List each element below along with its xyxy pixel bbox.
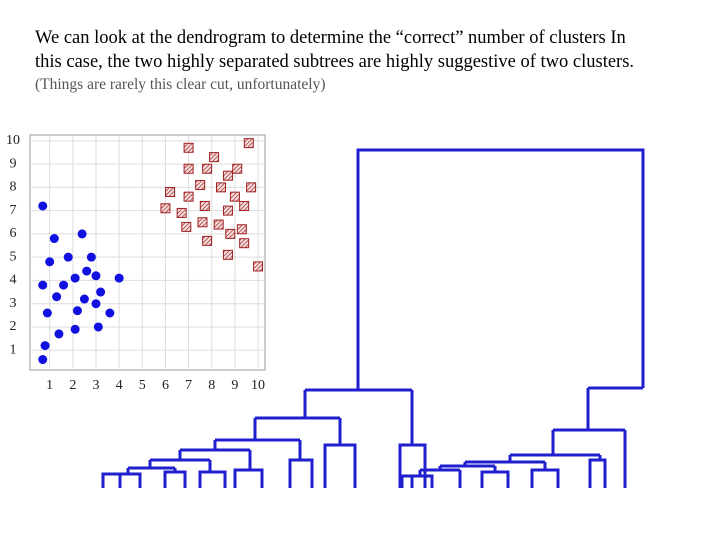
point xyxy=(79,294,89,304)
x-tick-label: 4 xyxy=(116,378,123,393)
y-tick-label: 2 xyxy=(10,319,17,334)
y-tick-label: 4 xyxy=(10,273,17,288)
point xyxy=(239,238,250,249)
point xyxy=(195,180,206,191)
point xyxy=(70,273,80,283)
point xyxy=(225,228,236,239)
x-tick-label: 5 xyxy=(139,378,146,393)
point xyxy=(59,280,69,290)
point xyxy=(197,217,208,228)
y-tick-label: 5 xyxy=(10,249,17,264)
x-tick-label: 10 xyxy=(251,378,265,393)
point xyxy=(222,205,233,216)
point xyxy=(209,152,220,163)
x-tick-label: 3 xyxy=(92,378,99,393)
point xyxy=(91,299,101,309)
x-tick-label: 7 xyxy=(185,378,192,393)
point xyxy=(72,306,82,316)
point xyxy=(239,200,250,211)
point xyxy=(202,235,213,246)
point xyxy=(70,324,80,334)
x-tick-label: 8 xyxy=(208,378,215,393)
plot-frame xyxy=(29,134,266,371)
point xyxy=(243,138,254,149)
point xyxy=(63,252,73,262)
point xyxy=(93,322,103,332)
point xyxy=(38,201,48,211)
note: (Things are rarely this clear cut, unfor… xyxy=(35,76,326,93)
x-tick-label: 1 xyxy=(46,378,53,393)
point xyxy=(77,229,87,239)
y-tick-label: 3 xyxy=(10,296,17,311)
point xyxy=(52,292,62,302)
point xyxy=(160,203,171,214)
point xyxy=(222,249,233,260)
point xyxy=(183,191,194,202)
point xyxy=(54,329,64,339)
paragraph-line: this case, the two highly separated subt… xyxy=(35,52,635,72)
point xyxy=(38,355,48,365)
x-tick-label: 9 xyxy=(231,378,238,393)
point xyxy=(183,142,194,153)
x-tick-label: 2 xyxy=(69,378,76,393)
point xyxy=(246,182,257,193)
point xyxy=(42,308,52,318)
point xyxy=(86,252,96,262)
point xyxy=(222,170,233,181)
x-tick-label: 6 xyxy=(162,378,169,393)
point xyxy=(181,221,192,232)
point xyxy=(49,234,59,244)
point xyxy=(96,287,106,297)
y-tick-label: 1 xyxy=(10,342,17,357)
point xyxy=(253,261,264,272)
point xyxy=(183,163,194,174)
point xyxy=(105,308,115,318)
point xyxy=(45,257,55,267)
point xyxy=(236,224,247,235)
point xyxy=(213,219,224,230)
point xyxy=(91,271,101,281)
y-tick-label: 7 xyxy=(10,203,17,218)
point xyxy=(202,163,213,174)
point xyxy=(232,163,243,174)
point xyxy=(40,341,50,351)
point xyxy=(216,182,227,193)
point xyxy=(199,200,210,211)
point xyxy=(38,280,48,290)
point xyxy=(229,191,240,202)
y-tick-label: 8 xyxy=(10,180,17,195)
point xyxy=(82,266,92,276)
point xyxy=(165,187,176,198)
dendrogram xyxy=(101,148,645,488)
point xyxy=(114,273,124,283)
point xyxy=(176,207,187,218)
y-tick-label: 6 xyxy=(10,226,17,241)
y-tick-label: 9 xyxy=(10,156,17,171)
paragraph-line: We can look at the dendrogram to determi… xyxy=(35,28,626,48)
y-tick-label: 10 xyxy=(6,133,20,148)
